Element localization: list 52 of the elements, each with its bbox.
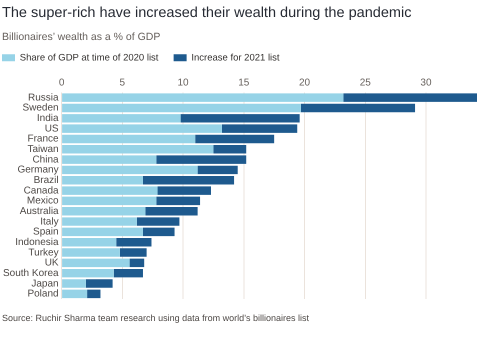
bar bbox=[62, 279, 86, 288]
bar bbox=[142, 176, 234, 184]
bar bbox=[62, 176, 143, 184]
y-tick-label: Japan bbox=[31, 278, 59, 290]
y-tick-label: Sweden bbox=[22, 102, 59, 114]
y-tick-label: Italy bbox=[40, 216, 59, 228]
bar bbox=[62, 114, 181, 123]
bar bbox=[145, 207, 198, 216]
y-tick-label: Poland bbox=[27, 288, 59, 300]
y-tick-label: Brazil bbox=[34, 175, 59, 186]
legend-label: Share of GDP at time of 2020 list bbox=[20, 52, 159, 64]
bar bbox=[62, 104, 301, 112]
y-tick-label: UK bbox=[44, 258, 59, 269]
y-tick-label: Indonesia bbox=[15, 236, 60, 248]
bar bbox=[343, 93, 477, 102]
y-tick-label: Turkey bbox=[28, 247, 59, 258]
chart-subtitle: Billionaires’ wealth as a % of GDP bbox=[2, 31, 160, 43]
y-tick-label: France bbox=[27, 134, 60, 145]
x-tick-label: 0 bbox=[58, 77, 65, 88]
bar bbox=[62, 238, 116, 246]
x-tick-label: 5 bbox=[120, 77, 126, 88]
y-tick-label: Mexico bbox=[26, 196, 60, 207]
x-tick-label: 15 bbox=[238, 77, 250, 88]
bar bbox=[62, 207, 146, 216]
legend-label: Increase for 2021 list bbox=[191, 52, 280, 64]
y-tick-label: Germany bbox=[17, 164, 59, 176]
y-tick-label: India bbox=[36, 113, 60, 124]
x-tick-label: 30 bbox=[420, 77, 432, 88]
y-tick-label: China bbox=[32, 154, 60, 166]
y-tick-label: Australia bbox=[20, 206, 60, 217]
bar bbox=[62, 290, 88, 298]
bar bbox=[114, 268, 143, 278]
bar bbox=[86, 279, 113, 288]
bar bbox=[62, 145, 214, 154]
y-tick-label: Canada bbox=[24, 185, 60, 196]
chart-title: The super-rich have increased their wealth during the pandemic bbox=[2, 5, 412, 21]
bar bbox=[213, 145, 246, 154]
y-tick-label: Taiwan bbox=[27, 144, 59, 156]
bar bbox=[180, 114, 300, 123]
bar bbox=[300, 104, 416, 112]
x-tick-label: 20 bbox=[298, 77, 311, 88]
y-tick-label: Russia bbox=[28, 92, 60, 104]
x-tick-label: 25 bbox=[360, 77, 372, 88]
source-note: Source: Ruchir Sharma team research using data from world’s billionaires list bbox=[2, 312, 309, 324]
bar bbox=[62, 268, 114, 278]
y-tick-label: US bbox=[44, 123, 59, 134]
bar bbox=[62, 93, 344, 102]
bar bbox=[87, 290, 100, 298]
bar bbox=[116, 238, 152, 246]
y-tick-label: South Korea bbox=[2, 268, 60, 279]
y-tick-label: Spain bbox=[33, 226, 59, 238]
x-tick-label: 10 bbox=[177, 77, 190, 88]
